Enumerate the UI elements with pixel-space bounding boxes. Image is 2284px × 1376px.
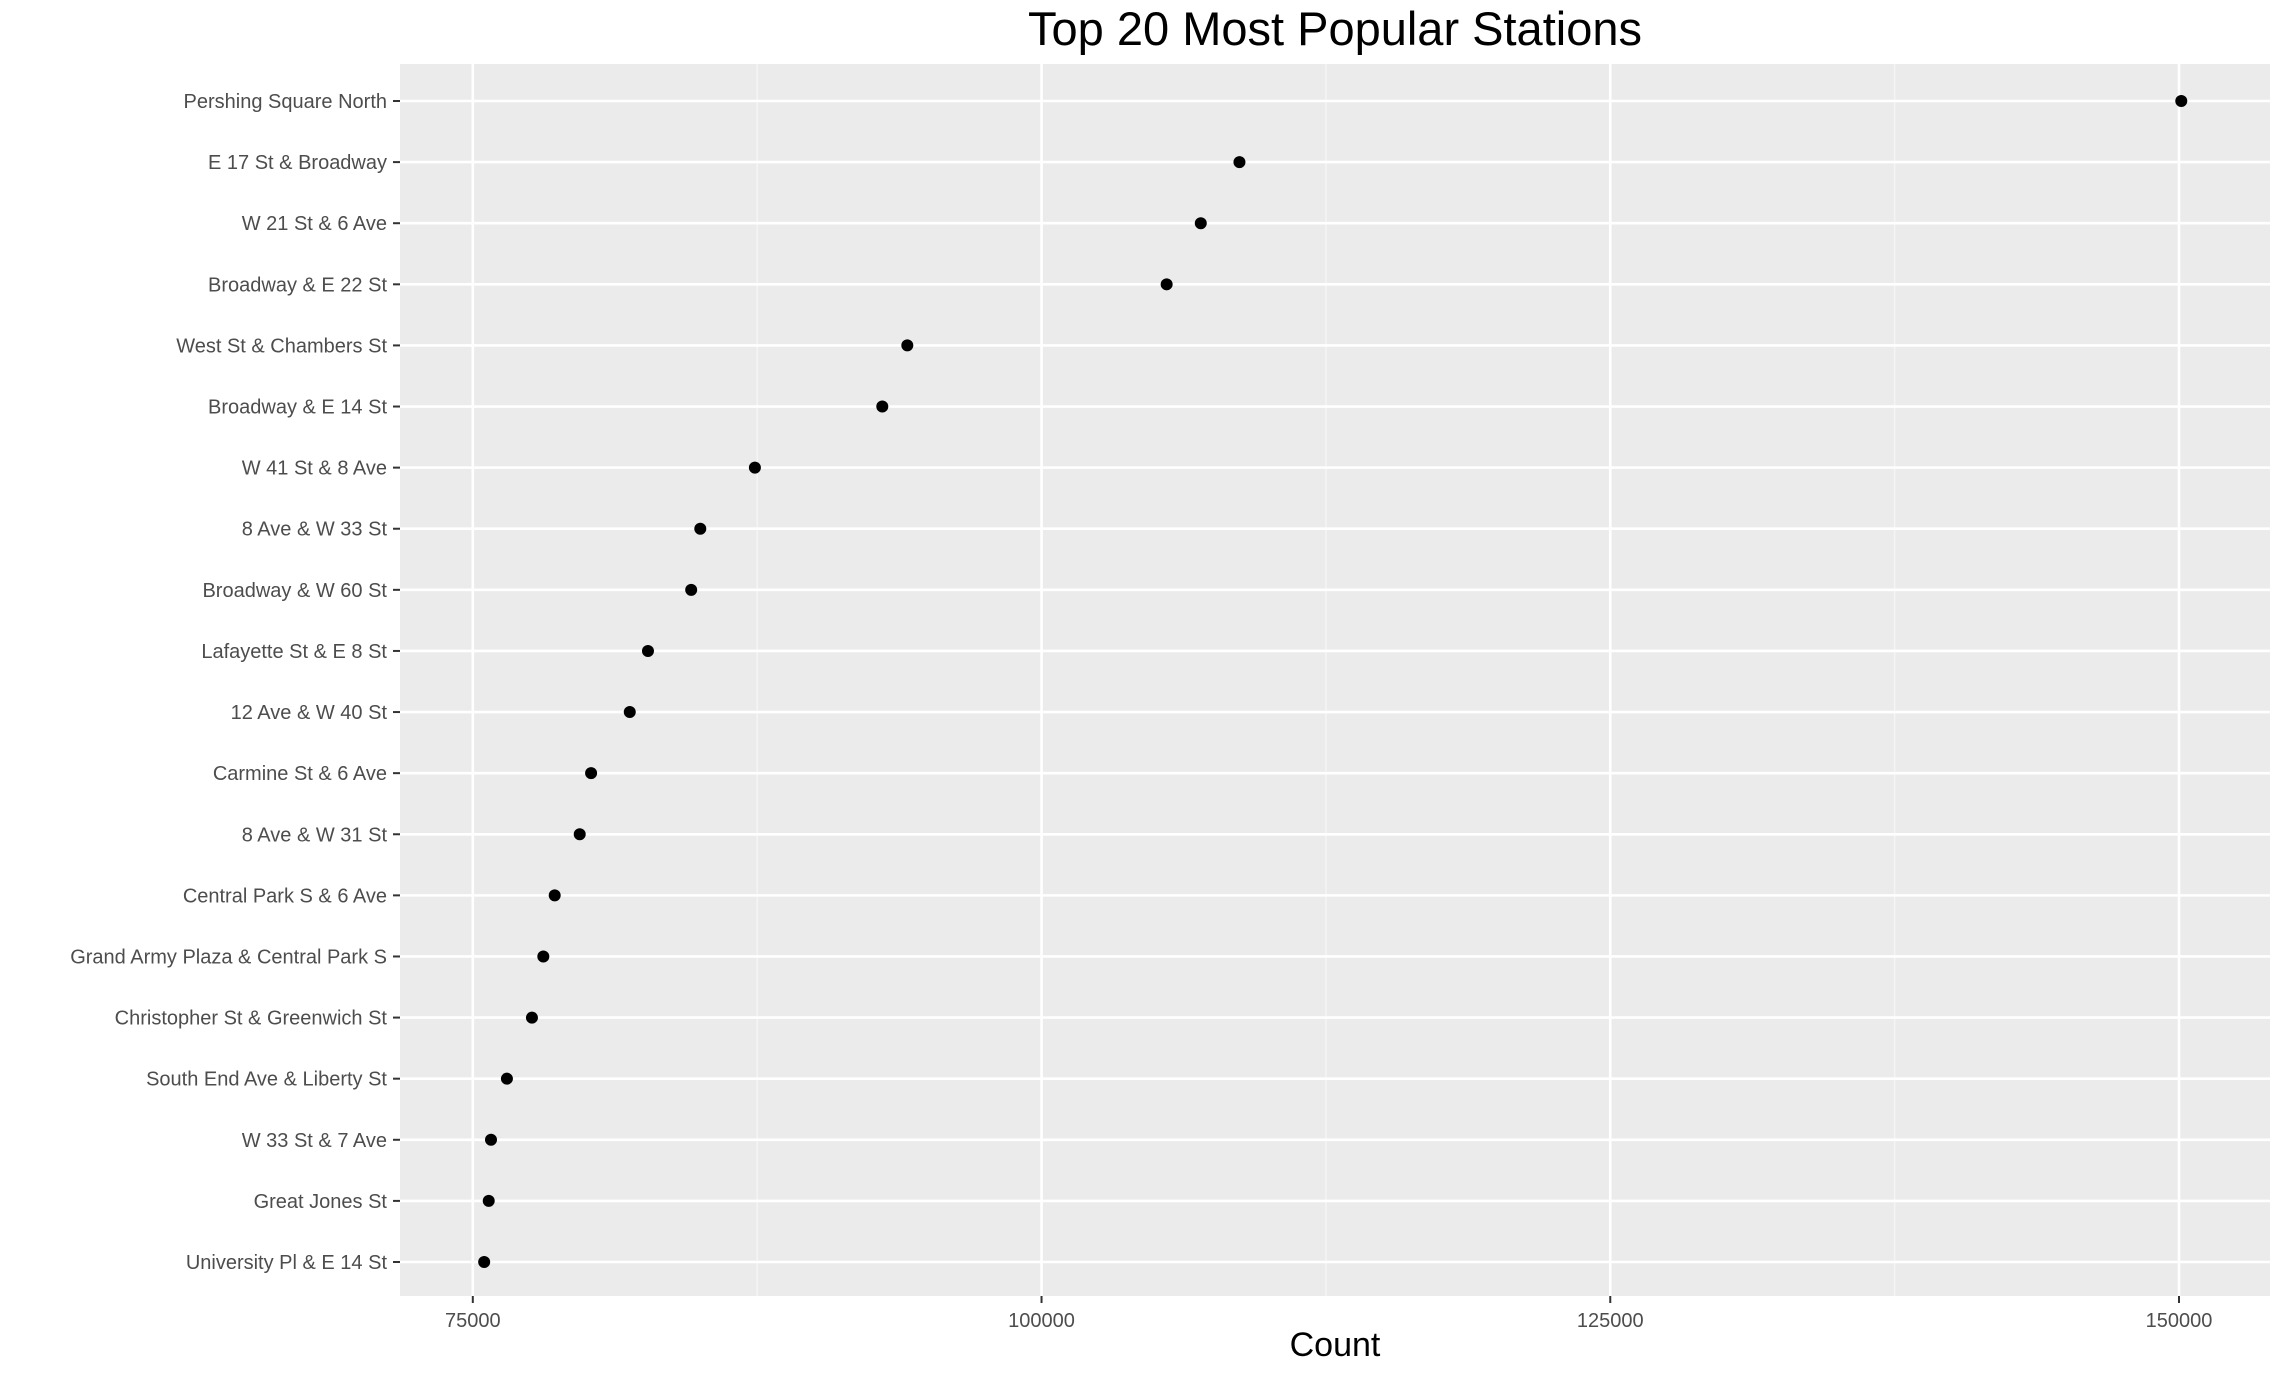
panel-background <box>400 64 2270 1296</box>
x-axis-title: Count <box>1290 1326 1381 1364</box>
data-point <box>685 583 698 596</box>
y-tick-label: Pershing Square North <box>184 91 387 113</box>
y-tick-label: West St & Chambers St <box>176 335 387 357</box>
y-tick-label: University Pl & E 14 St <box>186 1252 388 1274</box>
y-tick-label: South End Ave & Liberty St <box>146 1069 387 1091</box>
data-point <box>537 950 550 963</box>
data-point <box>573 828 586 841</box>
y-tick-label: Carmine St & 6 Ave <box>213 763 387 785</box>
x-axis: 75000 100000 125000 150000 <box>445 1296 2212 1332</box>
data-point <box>548 889 561 902</box>
y-tick-label: W 21 St & 6 Ave <box>242 213 387 235</box>
y-tick-label: Christopher St & Greenwich St <box>115 1008 388 1030</box>
data-point <box>641 644 654 657</box>
y-tick-label: Central Park S & 6 Ave <box>183 885 387 907</box>
x-tick-label: 150000 <box>2146 1310 2213 1332</box>
data-point <box>1194 217 1207 230</box>
y-axis: Pershing Square North E 17 St & Broadway W… <box>70 91 400 1274</box>
y-tick-label: Lafayette St & E 8 St <box>201 641 387 663</box>
data-point <box>876 400 889 413</box>
data-point <box>1160 278 1173 291</box>
data-point <box>901 339 914 352</box>
data-point <box>478 1256 491 1268</box>
data-point <box>500 1072 513 1085</box>
chart-title: Top 20 Most Popular Stations <box>1028 2 1642 55</box>
data-point <box>2175 95 2188 107</box>
y-tick-label: Grand Army Plaza & Central Park S <box>70 946 387 968</box>
data-point <box>623 706 636 719</box>
y-tick-label: Great Jones St <box>254 1191 388 1213</box>
x-tick-label: 75000 <box>445 1310 501 1332</box>
y-tick-label: Broadway & E 14 St <box>208 397 387 419</box>
data-point <box>585 767 598 780</box>
data-point <box>694 522 707 535</box>
data-point <box>484 1133 497 1146</box>
grid-lines <box>400 64 2270 1296</box>
y-tick-label: E 17 St & Broadway <box>208 152 387 174</box>
y-tick-label: 12 Ave & W 40 St <box>231 702 388 724</box>
data-point <box>482 1194 495 1207</box>
data-point <box>748 461 761 474</box>
x-tick-label: 125000 <box>1577 1310 1644 1332</box>
x-tick-label: 100000 <box>1008 1310 1075 1332</box>
plot-panel <box>400 64 2270 1296</box>
y-tick-label: 8 Ave & W 33 St <box>242 519 388 541</box>
data-point <box>525 1011 538 1024</box>
y-tick-label: Broadway & W 60 St <box>202 580 387 602</box>
data-point <box>1233 156 1246 169</box>
data-points <box>478 95 2188 1268</box>
y-tick-label: 8 Ave & W 31 St <box>242 824 388 846</box>
y-tick-label: Broadway & E 22 St <box>208 274 387 296</box>
y-tick-label: W 41 St & 8 Ave <box>242 458 387 480</box>
y-tick-label: W 33 St & 7 Ave <box>242 1130 387 1152</box>
